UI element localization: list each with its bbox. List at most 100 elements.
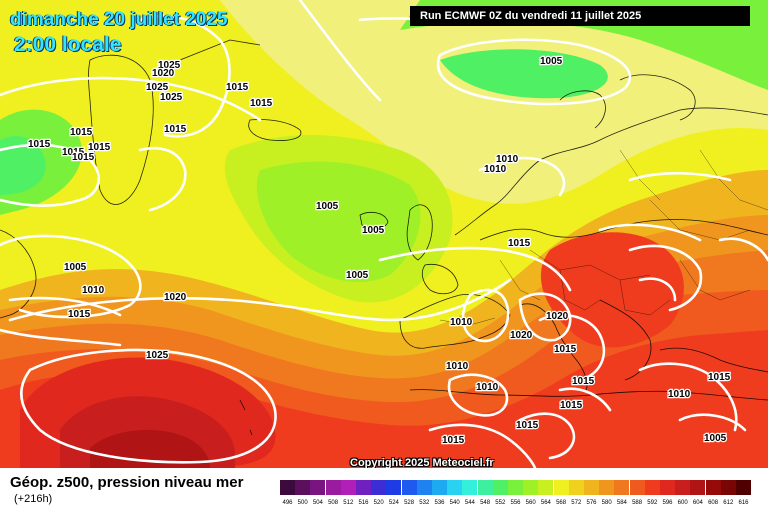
legend-tick-label: 552 bbox=[495, 500, 506, 506]
legend-tick-label: 520 bbox=[373, 500, 384, 506]
isobar-label: 1010 bbox=[476, 382, 499, 393]
isobar-label: 1010 bbox=[450, 317, 473, 328]
legend-swatch bbox=[614, 480, 630, 495]
legend-swatch bbox=[660, 480, 675, 495]
legend-swatch bbox=[416, 480, 432, 495]
isobar-label: 1020 bbox=[152, 68, 175, 79]
legend-tick-label: 516 bbox=[358, 500, 369, 506]
isobar-label: 1005 bbox=[540, 56, 563, 67]
legend-swatch bbox=[325, 480, 341, 495]
legend-tick-label: 600 bbox=[677, 500, 688, 506]
isobar-label: 1010 bbox=[82, 285, 105, 296]
isobar-label: 1015 bbox=[226, 82, 249, 93]
legend-tick-label: 584 bbox=[616, 500, 627, 506]
isobars bbox=[0, 0, 768, 468]
legend-swatch bbox=[477, 480, 493, 495]
legend-tick-label: 508 bbox=[328, 500, 339, 506]
isobar-label: 1005 bbox=[704, 433, 727, 444]
legend-tick-label: 556 bbox=[510, 500, 521, 506]
legend-tick-label: 588 bbox=[632, 500, 643, 506]
isobar-label: 1015 bbox=[70, 127, 93, 138]
forecast-time: 2:00 locale bbox=[14, 33, 122, 56]
isobar-label: 1015 bbox=[88, 142, 111, 153]
legend-tick-label: 512 bbox=[343, 500, 354, 506]
copyright-text: Copyright 2025 Meteociel.fr bbox=[350, 457, 494, 469]
isobar-label: 1015 bbox=[554, 344, 577, 355]
legend-swatch bbox=[295, 480, 311, 495]
isobar-label: 1025 bbox=[146, 350, 169, 361]
legend-tick-label: 540 bbox=[449, 500, 460, 506]
field-552-atlantic bbox=[256, 161, 421, 283]
legend-swatch bbox=[538, 480, 554, 495]
legend-tick-label: 572 bbox=[571, 500, 582, 506]
model-run-label: Run ECMWF 0Z du vendredi 11 juillet 2025 bbox=[410, 6, 750, 26]
legend-tick-label: 616 bbox=[738, 500, 749, 506]
legend-swatch bbox=[690, 480, 706, 495]
legend-tick-label: 532 bbox=[419, 500, 430, 506]
legend-tick-label: 560 bbox=[525, 500, 536, 506]
legend-tick-label: 496 bbox=[282, 500, 293, 506]
isobar-label: 1005 bbox=[362, 225, 385, 236]
isobar-label: 1015 bbox=[62, 147, 85, 158]
variable-label: Géop. z500, pression niveau mer bbox=[10, 474, 244, 491]
legend-swatch bbox=[401, 480, 417, 495]
isobar-label: 1015 bbox=[72, 152, 95, 163]
legend-swatch bbox=[447, 480, 463, 495]
legend-tick-label: 568 bbox=[556, 500, 567, 506]
legend-swatch bbox=[371, 480, 387, 495]
legend-swatch bbox=[629, 480, 645, 495]
legend-swatch bbox=[432, 480, 447, 495]
legend-swatch bbox=[644, 480, 660, 495]
legend-tick-label: 596 bbox=[662, 500, 673, 506]
legend-swatch bbox=[523, 480, 539, 495]
field-588-europe bbox=[540, 232, 684, 348]
legend-swatch bbox=[340, 480, 356, 495]
isobar-label: 1020 bbox=[546, 311, 569, 322]
legend-tick-label: 604 bbox=[692, 500, 703, 506]
legend-swatch bbox=[736, 480, 751, 495]
isobar-label: 1010 bbox=[668, 389, 691, 400]
isobar-label: 1015 bbox=[572, 376, 595, 387]
isobar-label: 1015 bbox=[708, 372, 731, 383]
isobar-label: 1005 bbox=[64, 262, 87, 273]
isobar-label: 1015 bbox=[560, 400, 583, 411]
legend-tick-label: 608 bbox=[708, 500, 719, 506]
legend-swatch bbox=[584, 480, 599, 495]
legend-tick-label: 536 bbox=[434, 500, 445, 506]
isobar-label: 1015 bbox=[250, 98, 273, 109]
legend-tick-label: 544 bbox=[464, 500, 475, 506]
lead-time-label: (+216h) bbox=[14, 493, 53, 505]
legend-swatch bbox=[720, 480, 736, 495]
isobar-label: 1010 bbox=[496, 154, 519, 165]
legend-swatch bbox=[386, 480, 402, 495]
legend-swatch bbox=[310, 480, 326, 495]
weather-map: 1025 1020 1025 1025 1015 1015 1015 1015 … bbox=[0, 0, 768, 468]
field-548-scandinavia bbox=[440, 49, 608, 99]
isobar-label: 1010 bbox=[484, 164, 507, 175]
isobar-label: 1015 bbox=[516, 420, 539, 431]
legend-swatch bbox=[599, 480, 615, 495]
legend-tick-label: 576 bbox=[586, 500, 597, 506]
legend-tick-label: 592 bbox=[647, 500, 658, 506]
isobar-label: 1015 bbox=[28, 139, 51, 150]
legend-tick-label: 548 bbox=[480, 500, 491, 506]
legend-tick-label: 524 bbox=[388, 500, 399, 506]
legend-tick-label: 500 bbox=[297, 500, 308, 506]
isobar-label: 1015 bbox=[442, 435, 465, 446]
isobar-label: 1010 bbox=[446, 361, 469, 372]
legend-tick-label: 580 bbox=[601, 500, 612, 506]
legend-swatch bbox=[492, 480, 508, 495]
borders bbox=[439, 149, 768, 326]
isobar-label: 1015 bbox=[164, 124, 187, 135]
isobar-label: 1015 bbox=[508, 238, 531, 249]
legend-tick-label: 504 bbox=[312, 500, 323, 506]
isobar-label: 1025 bbox=[160, 92, 183, 103]
legend-tick-label: 528 bbox=[404, 500, 415, 506]
isobar-label: 1005 bbox=[316, 201, 339, 212]
legend-swatch bbox=[553, 480, 569, 495]
legend-swatch bbox=[462, 480, 478, 495]
isobar-label: 1020 bbox=[164, 292, 187, 303]
legend-swatch bbox=[705, 480, 721, 495]
isobar-label: 1005 bbox=[346, 270, 369, 281]
legend-swatch bbox=[675, 480, 691, 495]
